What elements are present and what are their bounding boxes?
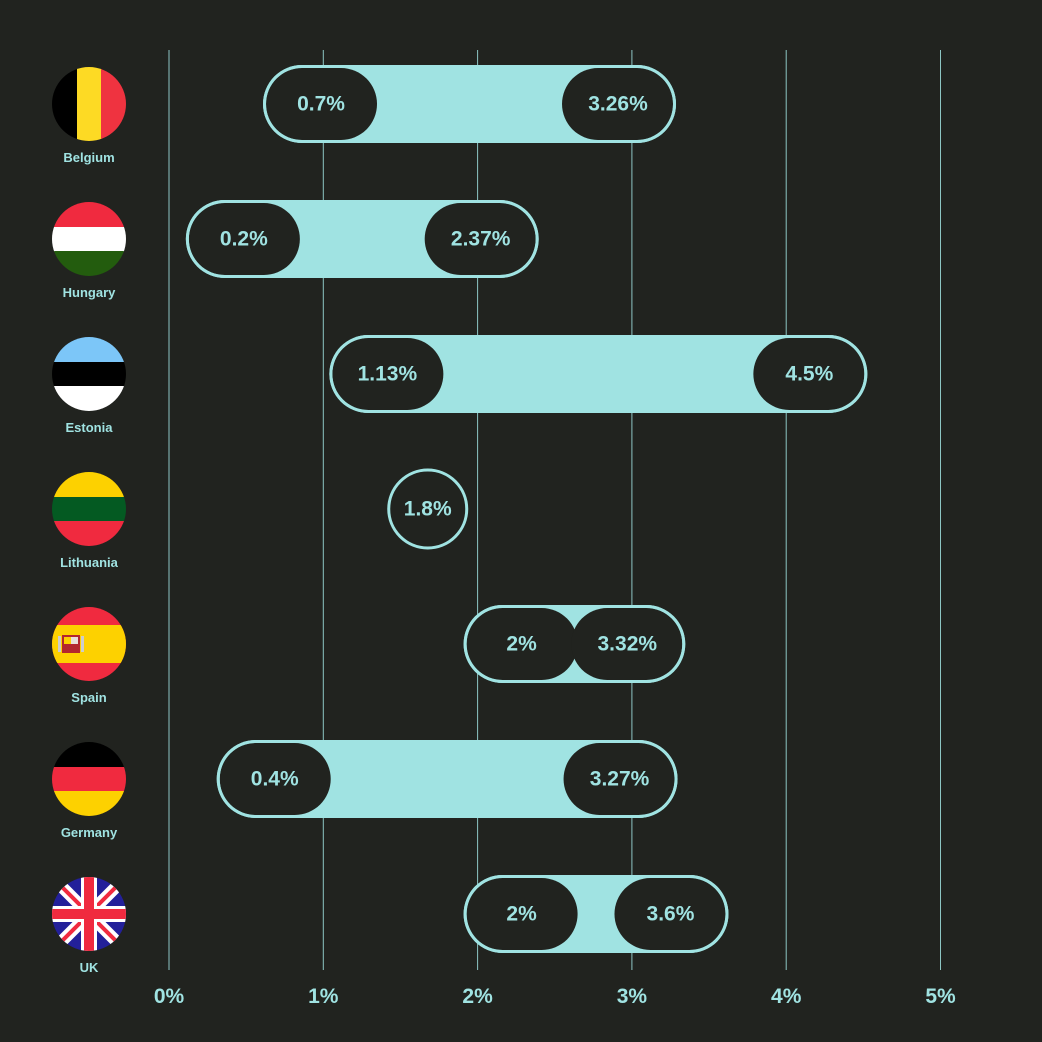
x-tick-label: 4% bbox=[771, 985, 802, 1008]
hungary-flag-icon bbox=[52, 202, 126, 276]
high-value-label: 3.27% bbox=[590, 768, 650, 791]
range-bar bbox=[329, 335, 868, 413]
low-value-pill bbox=[466, 608, 578, 680]
low-value-label: 2% bbox=[506, 633, 537, 656]
low-value-label: 0.2% bbox=[220, 228, 268, 251]
high-value-pill bbox=[614, 878, 726, 950]
country-label: Lithuania bbox=[60, 555, 119, 570]
low-value-pill bbox=[266, 68, 378, 140]
row-estonia: Estonia 1.13% 4.5% bbox=[52, 335, 868, 435]
germany-flag-icon bbox=[52, 742, 126, 816]
range-outline bbox=[463, 875, 729, 953]
high-value-pill bbox=[571, 608, 683, 680]
row-belgium: Belgium 0.7% 3.26% bbox=[52, 65, 677, 165]
high-value-label: 3.26% bbox=[588, 93, 648, 116]
low-value-pill bbox=[332, 338, 444, 410]
belgium-flag-icon bbox=[52, 67, 126, 141]
low-value-pill bbox=[188, 203, 300, 275]
low-value-label: 2% bbox=[506, 903, 537, 926]
country-label: Hungary bbox=[63, 285, 117, 300]
x-tick-label: 3% bbox=[617, 985, 648, 1008]
country-label: Estonia bbox=[66, 420, 114, 435]
high-value-label: 4.5% bbox=[785, 363, 833, 386]
lithuania-flag-icon bbox=[52, 472, 126, 546]
high-value-pill bbox=[562, 68, 674, 140]
low-value-label: 0.7% bbox=[297, 93, 345, 116]
high-value-pill bbox=[753, 338, 865, 410]
x-tick-label: 0% bbox=[154, 985, 185, 1008]
low-value-label: 1.8% bbox=[404, 498, 452, 521]
low-value-label: 0.4% bbox=[251, 768, 299, 791]
country-label: UK bbox=[80, 960, 99, 975]
value-marker bbox=[387, 468, 469, 550]
uk-flag-icon bbox=[52, 877, 126, 951]
row-hungary: Hungary 0.2% 2.37% bbox=[52, 200, 539, 300]
country-label: Spain bbox=[71, 690, 106, 705]
range-outline bbox=[329, 335, 868, 413]
country-label: Germany bbox=[61, 825, 118, 840]
row-uk: UK 2% 3.6% bbox=[52, 875, 729, 975]
low-value-label: 1.13% bbox=[358, 363, 418, 386]
low-value-pill bbox=[466, 878, 578, 950]
estonia-flag-icon bbox=[52, 337, 126, 411]
high-value-pill bbox=[563, 743, 675, 815]
low-value-pill bbox=[219, 743, 331, 815]
x-tick-label: 5% bbox=[925, 985, 956, 1008]
range-bar bbox=[216, 740, 678, 818]
high-value-label: 3.32% bbox=[598, 633, 658, 656]
row-germany: Germany 0.4% 3.27% bbox=[52, 740, 678, 840]
x-tick-label: 2% bbox=[462, 985, 493, 1008]
row-spain: Spain 2% 3.32% bbox=[52, 605, 686, 705]
high-value-pill bbox=[424, 203, 536, 275]
high-value-label: 2.37% bbox=[451, 228, 511, 251]
range-outline bbox=[263, 65, 677, 143]
x-tick-label: 1% bbox=[308, 985, 339, 1008]
spain-flag-icon bbox=[52, 607, 126, 681]
row-lithuania: Lithuania 1.8% bbox=[52, 468, 469, 570]
country-label: Belgium bbox=[63, 150, 114, 165]
range-outline bbox=[185, 200, 539, 278]
range-outline bbox=[463, 605, 686, 683]
high-value-label: 3.6% bbox=[647, 903, 695, 926]
range-outline bbox=[216, 740, 678, 818]
